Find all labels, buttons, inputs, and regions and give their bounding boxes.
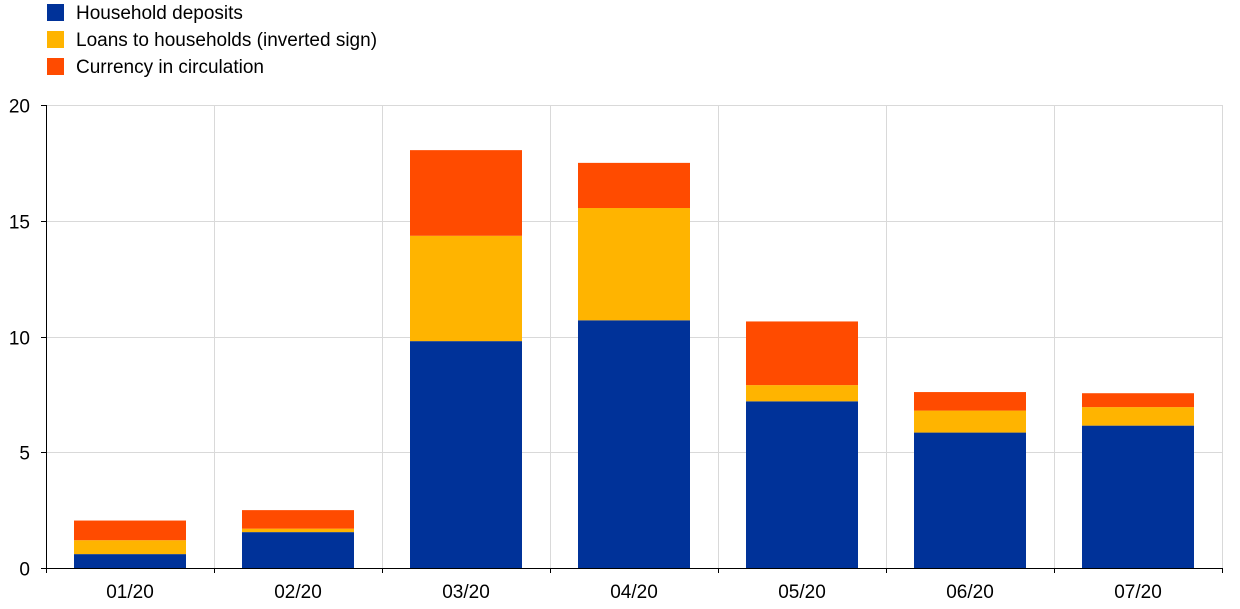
chart-legend: Household deposits Loans to households (i… (47, 3, 377, 78)
x-tick-label-6: 06/20 (946, 582, 994, 603)
x-tick-label-4: 04/20 (610, 582, 658, 603)
bar-01-20-series-3 (74, 520, 186, 541)
bar-02-20-series-1 (242, 532, 354, 568)
x-tick-label-2: 02/20 (274, 582, 322, 603)
bar-02-20-series-3 (242, 510, 354, 529)
legend-swatch-2 (47, 31, 64, 48)
x-tick-label-7: 07/20 (1114, 582, 1162, 603)
legend-label-2: Loans to households (inverted sign) (76, 30, 377, 51)
bar-06-20-series-1 (914, 432, 1026, 568)
bar-06-20-series-3 (914, 392, 1026, 411)
bar-02-20-series-2 (242, 528, 354, 533)
bar-03-20-series-1 (410, 341, 522, 568)
bar-04-20-series-3 (578, 162, 690, 209)
bar-05-20-series-1 (746, 401, 858, 568)
bar-04-20-series-2 (578, 208, 690, 321)
legend-swatch-3 (47, 58, 64, 75)
y-tick-label-1: 5 (19, 444, 30, 465)
bar-07-20-series-2 (1082, 407, 1194, 426)
bar-07-20-series-1 (1082, 425, 1194, 568)
bar-04-20-series-1 (578, 320, 690, 568)
bar-03-20-series-3 (410, 150, 522, 236)
bar-01-20-series-1 (74, 554, 186, 568)
legend-label-3: Currency in circulation (76, 57, 264, 78)
legend-label-1: Household deposits (76, 3, 243, 24)
y-tick-label-2: 10 (9, 329, 30, 350)
chart-axes (41, 105, 1223, 573)
legend-swatch-1 (47, 4, 64, 21)
bar-01-20-series-2 (74, 540, 186, 555)
y-tick-label-3: 15 (9, 213, 30, 234)
chart-gridlines (46, 105, 1223, 569)
x-tick-label-3: 03/20 (442, 582, 490, 603)
bar-06-20-series-2 (914, 410, 1026, 433)
y-tick-label-0: 0 (19, 560, 30, 581)
bar-05-20-series-3 (746, 321, 858, 386)
x-tick-label-5: 05/20 (778, 582, 826, 603)
x-tick-label-1: 01/20 (106, 582, 154, 603)
bar-05-20-series-2 (746, 385, 858, 402)
chart-bars (74, 150, 1194, 568)
y-tick-label-4: 20 (9, 97, 30, 118)
bar-07-20-series-3 (1082, 393, 1194, 408)
bar-03-20-series-2 (410, 235, 522, 342)
chart-tick-labels: 0 5 10 15 20 01/20 02/20 03/20 04/20 05/20 06/20 07… (9, 97, 1162, 604)
